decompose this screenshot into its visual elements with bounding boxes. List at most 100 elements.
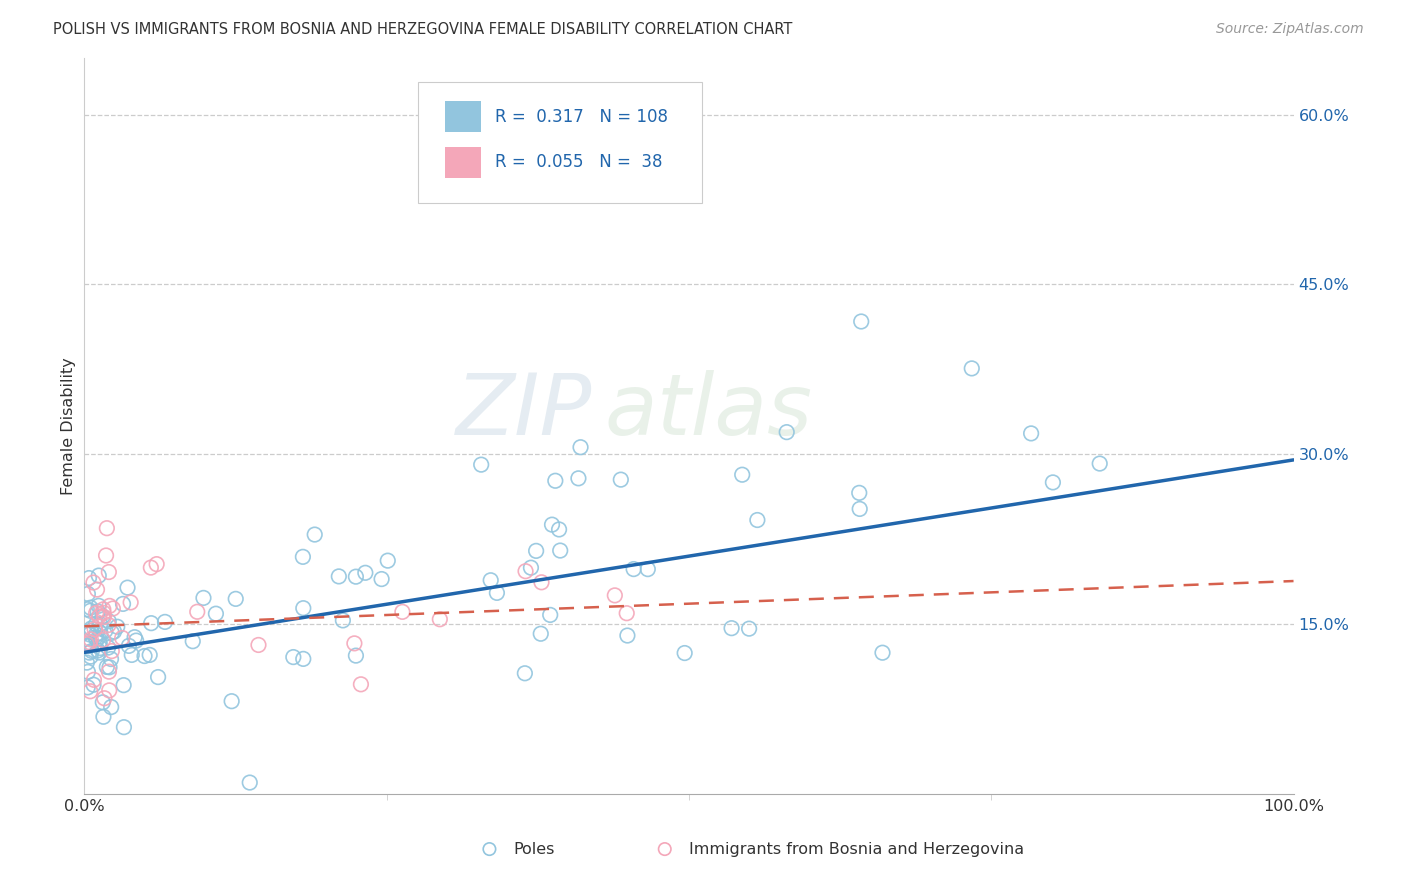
Point — [89, 617, 111, 632]
Point — [76, 656, 98, 670]
Point — [98, 599, 121, 613]
Point — [76, 681, 98, 695]
Point — [851, 314, 873, 328]
Point — [87, 568, 110, 582]
Point — [343, 636, 366, 650]
Point — [350, 677, 373, 691]
Point — [291, 549, 314, 564]
Point — [520, 560, 543, 574]
Point — [89, 641, 111, 656]
Point — [125, 633, 148, 648]
Point — [93, 606, 115, 620]
Point — [186, 605, 208, 619]
Point — [654, 871, 676, 886]
Point — [193, 591, 215, 605]
Point — [673, 646, 696, 660]
Point — [225, 591, 247, 606]
Point — [1042, 475, 1064, 490]
Point — [567, 471, 589, 485]
Point — [112, 678, 135, 692]
Point — [139, 560, 162, 574]
Point — [530, 626, 553, 640]
Text: Immigrants from Bosnia and Herzegovina: Immigrants from Bosnia and Herzegovina — [689, 841, 1024, 856]
Point — [111, 597, 134, 611]
Point — [112, 720, 135, 734]
Point — [731, 467, 754, 482]
Point — [83, 622, 105, 636]
Point — [485, 586, 508, 600]
Point — [344, 569, 367, 583]
Point — [89, 636, 111, 650]
Point — [391, 605, 413, 619]
Point — [332, 614, 354, 628]
Point — [86, 605, 108, 619]
Point — [79, 646, 101, 660]
Point — [124, 630, 146, 644]
Point — [515, 564, 537, 578]
Point — [548, 523, 571, 537]
Point — [82, 575, 104, 590]
Point — [610, 473, 633, 487]
Point — [97, 665, 120, 679]
Point — [738, 622, 761, 636]
Point — [80, 644, 103, 658]
Point — [87, 643, 110, 657]
Point — [79, 649, 101, 664]
Point — [96, 660, 118, 674]
Point — [76, 637, 98, 651]
Text: Source: ZipAtlas.com: Source: ZipAtlas.com — [1216, 22, 1364, 37]
Text: R =  0.317   N = 108: R = 0.317 N = 108 — [495, 108, 668, 126]
Point — [247, 638, 270, 652]
Point — [96, 521, 118, 535]
Point — [304, 527, 326, 541]
Point — [117, 581, 139, 595]
Point — [84, 617, 107, 632]
Point — [328, 569, 350, 583]
Point — [146, 670, 169, 684]
Point — [76, 602, 98, 616]
Point — [76, 639, 98, 653]
Point — [616, 606, 638, 620]
Point — [616, 628, 638, 642]
Point — [377, 554, 399, 568]
Point — [530, 575, 553, 590]
Text: atlas: atlas — [605, 369, 813, 453]
Text: ZIP: ZIP — [456, 369, 592, 453]
Point — [93, 610, 115, 624]
Point — [478, 871, 501, 886]
Point — [872, 646, 894, 660]
Y-axis label: Female Disability: Female Disability — [60, 357, 76, 495]
Point — [83, 678, 105, 692]
Point — [86, 582, 108, 597]
Point — [101, 625, 124, 640]
Point — [623, 562, 645, 576]
Point — [101, 601, 124, 615]
Point — [354, 566, 377, 580]
Point — [94, 624, 117, 638]
Point — [79, 627, 101, 641]
Point — [80, 638, 103, 652]
Point — [513, 666, 536, 681]
Point — [153, 615, 176, 629]
FancyBboxPatch shape — [418, 81, 702, 203]
Point — [1088, 457, 1111, 471]
Point — [344, 648, 367, 663]
Point — [292, 601, 315, 615]
Point — [138, 648, 160, 662]
Point — [84, 606, 107, 620]
Bar — [444, 147, 481, 178]
Point — [544, 474, 567, 488]
Point — [960, 361, 983, 376]
Bar — [444, 102, 481, 132]
Point — [548, 543, 571, 558]
Point — [84, 627, 107, 641]
Point — [470, 458, 492, 472]
Point — [105, 620, 128, 634]
Point — [97, 618, 120, 632]
Point — [79, 600, 101, 615]
Point — [79, 624, 101, 638]
Text: Poles: Poles — [513, 841, 555, 856]
Point — [79, 635, 101, 649]
Point — [91, 602, 114, 616]
Text: R =  0.055   N =  38: R = 0.055 N = 38 — [495, 153, 664, 171]
